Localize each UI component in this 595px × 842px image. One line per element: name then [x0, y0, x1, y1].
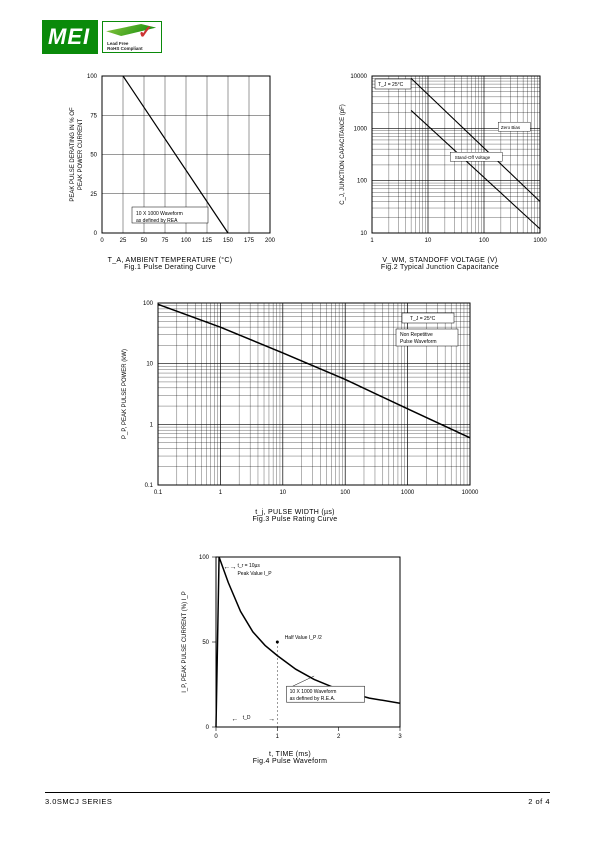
svg-text:T_J = 25°C: T_J = 25°C	[378, 82, 404, 88]
svg-text:P_P, PEAK PULSE POWER (kW): P_P, PEAK PULSE POWER (kW)	[122, 349, 128, 439]
svg-text:←: ←	[231, 716, 238, 723]
svg-text:0: 0	[94, 231, 98, 237]
footer-page: 2 of 4	[528, 797, 550, 806]
svg-text:t_r = 10µs: t_r = 10µs	[237, 563, 260, 569]
svg-text:→: →	[229, 564, 236, 571]
svg-text:75: 75	[90, 113, 97, 119]
fig3-caption: Fig.3 Pulse Rating Curve	[252, 516, 337, 523]
svg-text:PEAK PULSE DERATING IN % OF: PEAK PULSE DERATING IN % OF	[70, 107, 76, 202]
svg-text:Non Repetitive: Non Repetitive	[400, 332, 433, 338]
svg-text:175: 175	[244, 238, 255, 244]
svg-text:25: 25	[90, 192, 97, 198]
svg-text:as defined by REA: as defined by REA	[136, 218, 178, 224]
figure-4: 0123050100←→t_r = 10µsPeak Value I_PHalf…	[170, 547, 410, 765]
svg-text:0.1: 0.1	[154, 490, 163, 496]
svg-text:1: 1	[150, 422, 154, 428]
svg-text:1000: 1000	[354, 126, 368, 132]
svg-text:10 X 1000 Waveform: 10 X 1000 Waveform	[290, 689, 337, 695]
svg-text:100: 100	[143, 301, 154, 307]
svg-text:10: 10	[360, 231, 367, 237]
fig4-caption: Fig.4 Pulse Waveform	[253, 758, 328, 765]
svg-text:C_J, JUNCTION CAPACITANCE (pF): C_J, JUNCTION CAPACITANCE (pF)	[340, 104, 346, 204]
svg-text:3: 3	[398, 734, 402, 740]
svg-text:100: 100	[479, 238, 490, 244]
footer-series: 3.0SMCJ SERIES	[45, 797, 112, 806]
figure-2: 110100100010100100010000T_J = 25°CZero B…	[330, 68, 550, 271]
svg-text:1: 1	[219, 490, 223, 496]
fig3-xlabel: t_j, PULSE WIDTH (µs)	[255, 509, 335, 516]
svg-text:200: 200	[265, 238, 276, 244]
fig1-caption: Fig.1 Pulse Derating Curve	[124, 264, 216, 271]
svg-text:0.1: 0.1	[145, 483, 154, 489]
svg-text:25: 25	[120, 238, 127, 244]
svg-text:10 X 1000 Waveform: 10 X 1000 Waveform	[136, 211, 183, 217]
svg-text:→: →	[268, 716, 275, 723]
fig2-xlabel: V_WM, STANDOFF VOLTAGE (V)	[382, 257, 497, 264]
svg-text:1: 1	[370, 238, 374, 244]
figure-1: 0 25 50 75 100 125 150 175 200 0 25 50 75 100 10 X 100…	[60, 68, 280, 271]
svg-text:100: 100	[181, 238, 192, 244]
svg-text:1: 1	[276, 734, 280, 740]
svg-text:Pulse Waveform: Pulse Waveform	[400, 339, 437, 345]
page-footer: 3.0SMCJ SERIES 2 of 4	[45, 792, 550, 806]
figure-3: 0.1 1 10 100 1000 10000 0.1 1 10 100 T_J = 25°C Non…	[110, 295, 480, 523]
svg-text:100: 100	[199, 555, 210, 561]
svg-text:PEAK POWER CURRENT: PEAK POWER CURRENT	[78, 118, 84, 190]
svg-text:10: 10	[146, 362, 153, 368]
svg-text:0: 0	[206, 725, 210, 731]
fig4-xlabel: t, TIME (ms)	[269, 751, 311, 758]
logo-text: MEI	[42, 20, 98, 54]
svg-text:100: 100	[87, 74, 98, 80]
svg-text:Zero Bias: Zero Bias	[501, 125, 521, 130]
svg-text:2: 2	[337, 734, 341, 740]
svg-text:T_J = 25°C: T_J = 25°C	[410, 316, 436, 322]
svg-text:50: 50	[202, 640, 209, 646]
svg-text:I_P, PEAK PULSE CURRENT (%) I_: I_P, PEAK PULSE CURRENT (%) I_P	[182, 591, 188, 692]
svg-text:100: 100	[357, 179, 368, 185]
svg-text:50: 50	[90, 153, 97, 159]
svg-text:as defined by R.E.A.: as defined by R.E.A.	[290, 696, 336, 702]
svg-text:1000: 1000	[401, 490, 415, 496]
svg-text:t_D: t_D	[243, 715, 251, 721]
svg-text:Stand-Off Voltage: Stand-Off Voltage	[455, 155, 491, 160]
svg-text:10: 10	[279, 490, 286, 496]
svg-text:Half Value I_P /2: Half Value I_P /2	[285, 635, 322, 641]
svg-text:0: 0	[214, 734, 218, 740]
svg-text:1000: 1000	[533, 238, 547, 244]
svg-text:125: 125	[202, 238, 213, 244]
svg-text:75: 75	[162, 238, 169, 244]
svg-text:0: 0	[100, 238, 104, 244]
svg-text:10000: 10000	[462, 490, 479, 496]
svg-text:100: 100	[340, 490, 351, 496]
fig1-xlabel: T_A, AMBIENT TEMPERATURE (°C)	[108, 257, 233, 264]
svg-text:150: 150	[223, 238, 234, 244]
svg-text:10: 10	[425, 238, 432, 244]
svg-text:10000: 10000	[350, 74, 367, 80]
svg-text:Peak Value I_P: Peak Value I_P	[237, 571, 272, 577]
fig2-caption: Fig.2 Typical Junction Capacitance	[381, 264, 499, 271]
svg-text:50: 50	[141, 238, 148, 244]
logo-block: MEI ✓ Lead FreeRoHS Compliant	[42, 20, 162, 54]
logo-badge: ✓ Lead FreeRoHS Compliant	[102, 21, 162, 53]
